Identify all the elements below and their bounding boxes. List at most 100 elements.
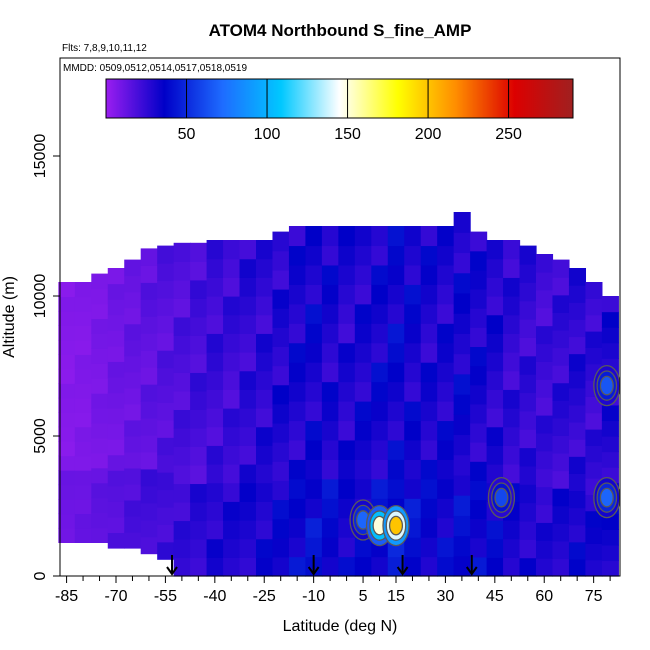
- heatmap-cell: [140, 333, 158, 351]
- heatmap-cell: [354, 323, 372, 344]
- heatmap-cell: [173, 279, 191, 299]
- heatmap-cell: [74, 354, 92, 370]
- heatmap-cell: [536, 271, 554, 291]
- heatmap-cell: [404, 264, 422, 285]
- heatmap-cell: [420, 517, 438, 538]
- heatmap-cell: [173, 557, 191, 577]
- heatmap-cell: [552, 400, 570, 419]
- heatmap-cell: [256, 408, 274, 428]
- heatmap-cell: [519, 539, 537, 559]
- heatmap-cell: [256, 501, 274, 521]
- heatmap-cell: [453, 535, 471, 557]
- heatmap-cell: [272, 422, 290, 443]
- heatmap-cell: [107, 330, 125, 347]
- heatmap-cell: [305, 401, 323, 422]
- heatmap-cell: [124, 403, 142, 421]
- heatmap-cell: [486, 333, 504, 353]
- heatmap-cell: [453, 414, 471, 436]
- heatmap-cell: [470, 422, 488, 443]
- heatmap-cell: [256, 240, 274, 260]
- heatmap-cell: [239, 445, 257, 465]
- heatmap-cell: [371, 362, 389, 383]
- heatmap-cell: [288, 478, 307, 499]
- heatmap-cell: [354, 284, 372, 305]
- heatmap-cell: [173, 427, 191, 448]
- heatmap-cell: [305, 439, 323, 460]
- heatmap-cell: [387, 362, 405, 383]
- heatmap-cell: [552, 505, 570, 524]
- heatmap-cell: [338, 245, 356, 266]
- heatmap-cell: [354, 478, 372, 499]
- heatmap-cell: [74, 484, 92, 500]
- heatmap-cell: [190, 557, 208, 577]
- heatmap-cell: [140, 485, 158, 504]
- heatmap-cell: [305, 517, 323, 538]
- heatmap-cell: [157, 297, 175, 316]
- heatmap-cell: [272, 556, 290, 577]
- heatmap-cell: [387, 245, 405, 266]
- heatmap-cell: [107, 283, 125, 300]
- heatmap-cell: [585, 510, 603, 528]
- heatmap-cell: [190, 501, 208, 522]
- heatmap-cell: [371, 245, 389, 266]
- heatmap-cell: [239, 538, 257, 558]
- heatmap-cell: [239, 389, 257, 409]
- heatmap-cell: [420, 362, 438, 383]
- chart-title: ATOM4 Northbound S_fine_AMP: [209, 21, 472, 40]
- heatmap-cell: [239, 296, 257, 316]
- colorbar-gradient: [105, 78, 574, 119]
- heatmap-cell: [519, 282, 537, 302]
- heatmap-cell: [206, 370, 224, 390]
- heatmap-cell: [74, 441, 92, 457]
- heatmap-cell: [256, 445, 274, 465]
- colorbar-tick-label: 100: [254, 126, 281, 143]
- heatmap-cells: [58, 212, 619, 577]
- heatmap-cell: [305, 264, 323, 285]
- heatmap-cell: [601, 436, 619, 453]
- heatmap-cell: [470, 537, 488, 558]
- heatmap-cell: [190, 298, 208, 318]
- heatmap-cell: [173, 353, 191, 373]
- heatmap-cell: [140, 468, 158, 487]
- heatmap-cell: [354, 226, 372, 247]
- heatmap-cell: [223, 314, 241, 334]
- heatmap-cell: [338, 381, 356, 402]
- heatmap-cell: [91, 288, 109, 305]
- heatmap-cell: [206, 557, 224, 577]
- heatmap-cell: [272, 537, 290, 558]
- heatmap-cell: [486, 240, 504, 260]
- heatmap-cell: [107, 345, 125, 362]
- heatmap-cell: [124, 339, 142, 357]
- heatmap-cell: [338, 226, 356, 247]
- heatmap-cell: [503, 370, 521, 390]
- profile-arrow: [396, 555, 409, 576]
- heatmap-cell: [124, 291, 142, 309]
- heatmap-cell: [437, 556, 455, 577]
- heatmap-cell: [124, 355, 142, 373]
- heatmap-cell: [173, 446, 191, 466]
- heatmap-cell: [568, 404, 587, 423]
- heatmap-cell: [239, 352, 257, 372]
- heatmap-cell: [568, 541, 587, 560]
- x-tick-label: -25: [253, 588, 276, 605]
- heatmap-cell: [338, 459, 356, 480]
- heatmap-cell: [552, 329, 570, 349]
- heatmap-cell: [58, 412, 76, 428]
- heatmap-cell: [453, 474, 471, 496]
- heatmap-cell: [157, 437, 175, 456]
- heatmap-cell: [387, 439, 405, 460]
- heatmap-cell: [552, 558, 570, 577]
- heatmap-cell: [601, 560, 619, 577]
- heatmap-cell: [519, 484, 537, 504]
- heatmap-cell: [568, 524, 587, 543]
- heatmap-cell: [157, 280, 175, 299]
- heatmap-cell: [58, 282, 76, 298]
- heatmap-cell: [519, 355, 537, 375]
- heatmap-cell: [354, 264, 372, 285]
- heatmap-cell: [338, 342, 356, 363]
- heatmap-cell: [239, 520, 257, 540]
- heatmap-cell: [585, 559, 603, 577]
- heatmap-cell: [404, 498, 422, 519]
- heatmap-cell: [536, 397, 554, 416]
- heatmap-cell: [536, 468, 554, 488]
